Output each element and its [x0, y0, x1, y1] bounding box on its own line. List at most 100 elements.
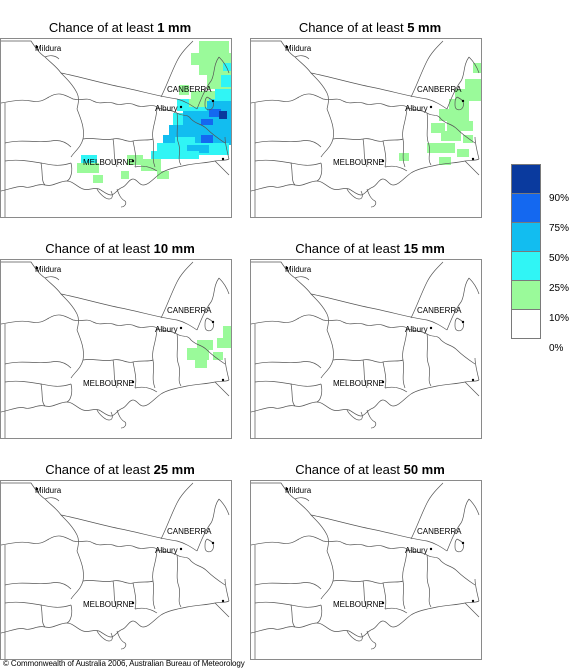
rain-probability-cell — [217, 338, 231, 348]
place-label-mildura: Mildura — [35, 486, 62, 495]
boundary-line — [44, 276, 60, 281]
boundary-line — [4, 159, 72, 166]
town-dot — [211, 541, 215, 545]
boundary-line — [44, 55, 60, 60]
boundary-line — [410, 40, 444, 98]
boundary-line — [132, 580, 154, 584]
boundary-line — [66, 162, 73, 182]
town-dot — [221, 378, 225, 382]
panel-title-amount: 1 mm — [157, 20, 192, 35]
boundary-line — [384, 607, 408, 614]
legend-label-90: 90% — [549, 193, 570, 204]
place-label-mildura: Mildura — [35, 265, 62, 274]
town-dot — [221, 599, 225, 603]
rain-probability-cell — [93, 175, 103, 183]
rain-probability-cell — [179, 85, 189, 95]
town-dot — [35, 487, 39, 491]
boundary-line — [410, 482, 444, 540]
boundary-line — [251, 93, 476, 144]
boundary-line — [251, 314, 476, 365]
boundary-line — [251, 482, 329, 552]
town-dot — [381, 380, 385, 384]
boundary-line — [196, 498, 220, 552]
rain-probability-cell — [455, 89, 481, 101]
boundary-line — [60, 72, 198, 110]
rainfall-map: Mildura CANBERRA Albury MELBOURNE — [250, 38, 482, 218]
rain-probability-cell — [439, 157, 451, 165]
rain-probability-cell — [221, 75, 231, 87]
boundary-line — [294, 55, 310, 60]
boundary-line — [332, 580, 384, 584]
boundary-line — [474, 136, 480, 160]
boundary-line — [66, 604, 73, 624]
boundary-line — [251, 158, 480, 196]
panel-title: Chance of at least 50 mm — [250, 462, 490, 477]
boundary-line — [362, 138, 368, 168]
place-label-canberra: CANBERRA — [417, 527, 462, 536]
boundary-line — [132, 361, 137, 389]
boundary-line — [116, 188, 127, 208]
place-label-melbourne: MELBOURNE — [333, 379, 384, 388]
town-dot — [211, 99, 215, 103]
town-dot — [471, 599, 475, 603]
boundary-line — [426, 333, 432, 387]
boundary-line — [254, 582, 322, 590]
town-dot — [429, 547, 433, 551]
boundary-line — [224, 357, 230, 381]
rain-probability-cell — [463, 135, 473, 143]
map-canvas: Mildura CANBERRA Albury MELBOURNE — [1, 40, 231, 217]
place-label-melbourne: MELBOURNE — [333, 600, 384, 609]
rain-probability-cell — [121, 171, 129, 179]
rain-probability-cell — [431, 123, 445, 133]
rainfall-map: Mildura CANBERRA Albury MELBOURNE — [0, 480, 232, 660]
panel-title-prefix: Chance of at least — [48, 20, 158, 35]
boundary-line — [251, 535, 476, 586]
boundary-line — [132, 140, 137, 168]
boundary-line — [218, 56, 230, 74]
boundary-line — [40, 162, 46, 186]
town-dot — [471, 157, 475, 161]
place-label-melbourne: MELBOURNE — [83, 379, 134, 388]
panel-title-amount: 15 mm — [403, 241, 445, 256]
town-dot — [285, 487, 289, 491]
boundary-line — [4, 380, 72, 387]
town-dot — [179, 105, 183, 109]
boundary-line — [464, 160, 480, 176]
place-label-canberra: CANBERRA — [167, 527, 212, 536]
place-label-albury: Albury — [405, 104, 428, 113]
rain-probability-cell — [127, 155, 143, 165]
panel-title-prefix: Chance of at least — [45, 462, 154, 477]
boundary-line — [332, 359, 384, 363]
boundary-line — [474, 578, 480, 602]
map-canvas: Mildura CANBERRA Albury MELBOURNE — [251, 40, 481, 217]
boundary-line — [366, 188, 377, 208]
boundary-line — [382, 582, 387, 610]
town-dot — [131, 159, 135, 163]
boundary-line — [382, 138, 404, 142]
boundary-line — [116, 409, 127, 429]
boundary-line — [251, 261, 329, 331]
rain-probability-cell — [201, 119, 213, 127]
boundary-line — [204, 317, 214, 332]
rain-probability-cell — [199, 41, 229, 53]
boundary-line — [160, 40, 194, 98]
place-label-mildura: Mildura — [285, 265, 312, 274]
boundary-line — [464, 381, 480, 397]
boundary-line — [1, 314, 226, 365]
place-label-albury: Albury — [155, 546, 178, 555]
boundary-line — [468, 498, 480, 516]
boundary-line — [4, 140, 72, 148]
rainfall-map: Mildura CANBERRA Albury MELBOURNE — [250, 480, 482, 660]
boundary-line — [70, 108, 84, 158]
boundary-line — [160, 482, 194, 540]
boundary-line — [346, 630, 363, 642]
rain-probability-cell — [447, 121, 473, 131]
rain-probability-cell — [215, 89, 231, 99]
legend-swatch-0 — [511, 309, 541, 339]
place-label-melbourne: MELBOURNE — [83, 158, 134, 167]
boundary-line — [82, 580, 134, 584]
map-canvas: Mildura CANBERRA Albury MELBOURNE — [1, 482, 230, 659]
boundary-line — [40, 604, 46, 628]
boundary-line — [66, 383, 73, 403]
boundary-line — [224, 578, 230, 602]
